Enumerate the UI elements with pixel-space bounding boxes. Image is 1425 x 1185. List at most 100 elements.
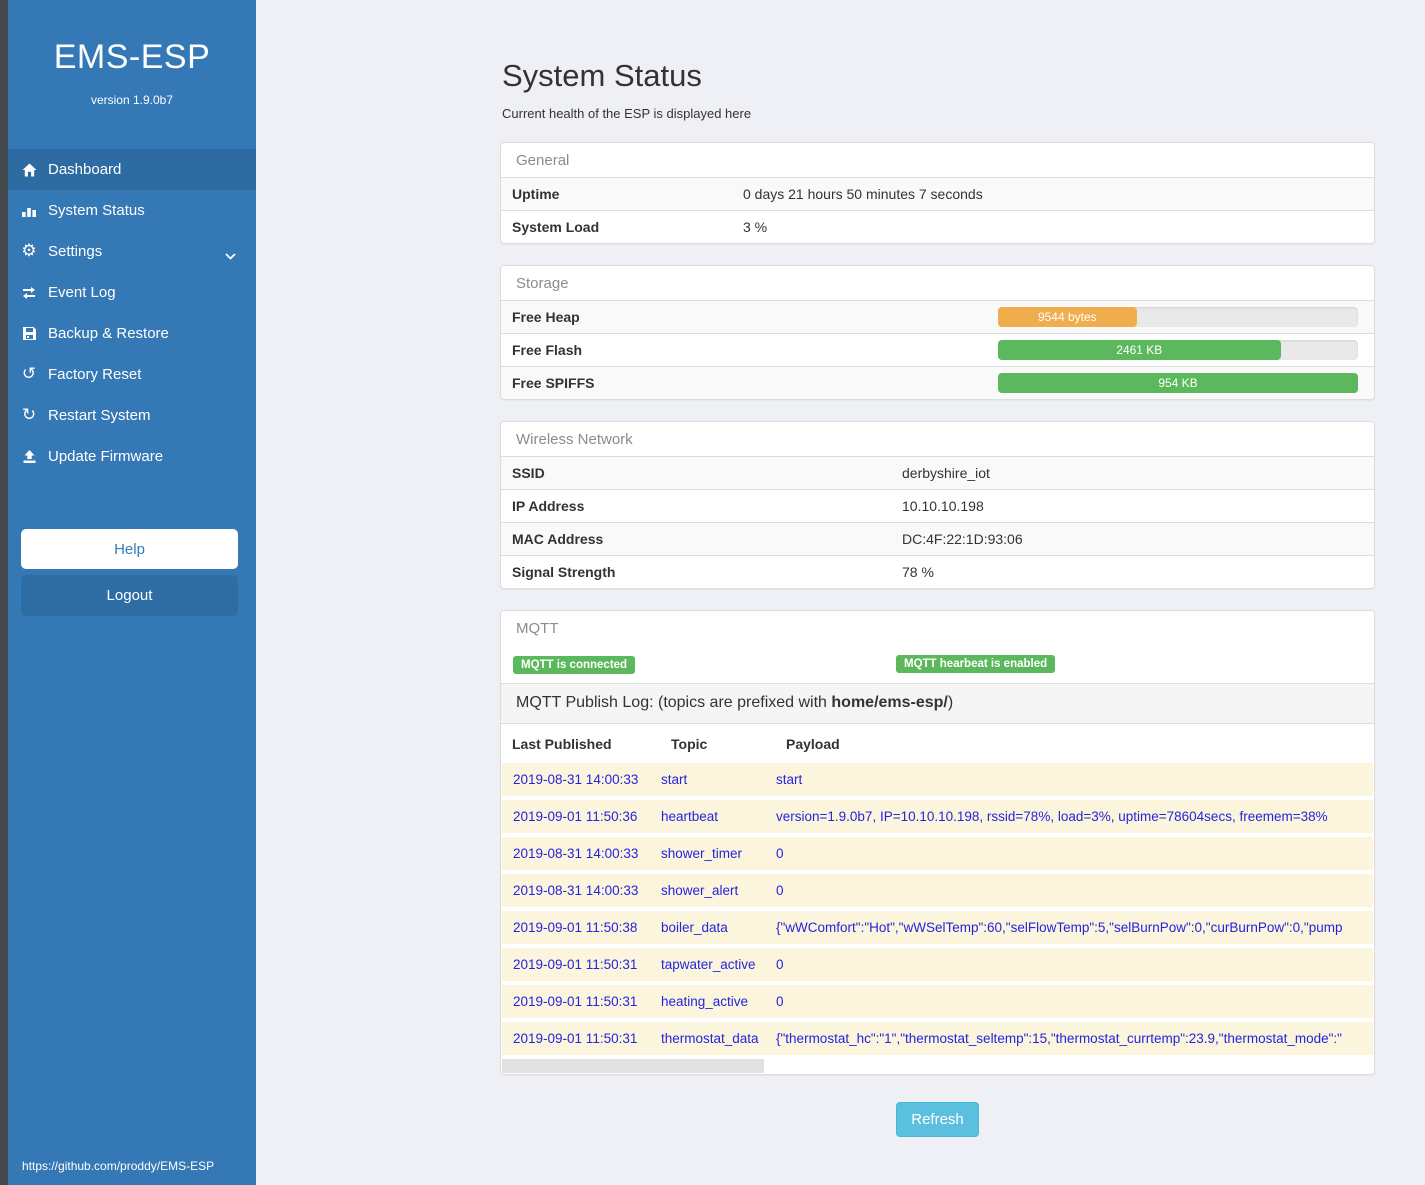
panel-mqtt: MQTT MQTT is connected MQTT hearbeat is … [500, 610, 1375, 1075]
exchange-arrows-icon [18, 286, 40, 300]
progress-bar-fill: 9544 bytes [998, 307, 1137, 327]
horizontal-scrollbar[interactable] [501, 1059, 1374, 1074]
table-row: 2019-09-01 11:50:36 heartbeat version=1.… [502, 800, 1373, 833]
row-label: Free Heap [512, 309, 580, 325]
table-row: 2019-08-31 14:00:33 shower_timer 0 [502, 837, 1373, 870]
topic-cell: shower_alert [661, 883, 739, 898]
undo-rotate-icon: ↺ [21, 364, 37, 384]
mqtt-table-header: Last Published Topic Payload [501, 724, 1374, 763]
progress-bar-fill: 2461 KB [998, 340, 1281, 360]
table-row: 2019-09-01 11:50:38 boiler_data {"wWComf… [502, 911, 1373, 944]
column-header: Topic [671, 736, 708, 752]
free-heap-progress: 9544 bytes [998, 307, 1358, 327]
topic-cell: heating_active [661, 994, 749, 1009]
upload-icon [18, 449, 40, 464]
table-row: Free Heap 9544 bytes [501, 300, 1374, 333]
sidebar-item-backup-restore[interactable]: Backup & Restore [8, 313, 256, 354]
table-row: MAC Address DC:4F:22:1D:93:06 [501, 522, 1374, 555]
page-title: System Status [502, 58, 702, 93]
row-label: IP Address [512, 498, 585, 514]
payload-cell: 0 [776, 883, 784, 898]
sidebar-item-restart-system[interactable]: ↻ Restart System [8, 395, 256, 436]
table-row: 2019-08-31 14:00:33 shower_alert 0 [502, 874, 1373, 907]
help-button[interactable]: Help [21, 529, 238, 569]
scrollbar-thumb[interactable] [502, 1059, 764, 1073]
sidebar-buttons: Help Logout [21, 529, 238, 616]
sidebar-item-event-log[interactable]: Event Log [8, 272, 256, 313]
payload-cell: 0 [776, 957, 784, 972]
panel-wireless-network: Wireless Network SSID derbyshire_iot IP … [500, 421, 1375, 589]
payload-cell: 0 [776, 994, 784, 1009]
row-value: 0 days 21 hours 50 minutes 7 seconds [743, 186, 983, 202]
published-cell: 2019-08-31 14:00:33 [513, 772, 639, 787]
app-version: version 1.9.0b7 [90, 93, 174, 107]
table-row: 2019-08-31 14:00:33 start start [502, 763, 1373, 796]
panel-storage: Storage Free Heap 9544 bytes Free Flash … [500, 265, 1375, 400]
chevron-down-icon [225, 247, 236, 264]
row-value: 10.10.10.198 [902, 498, 984, 514]
topic-cell: heartbeat [661, 809, 719, 824]
brand: EMS-ESP version 1.9.0b7 [8, 0, 256, 107]
logout-button[interactable]: Logout [21, 575, 238, 616]
row-label: Uptime [512, 186, 560, 202]
table-row: Signal Strength 78 % [501, 555, 1374, 588]
row-label: MAC Address [512, 531, 604, 547]
panel-title: Storage [516, 275, 569, 292]
topic-cell: thermostat_data [661, 1031, 759, 1046]
payload-cell: {"thermostat_hc":"1","thermostat_seltemp… [776, 1031, 1342, 1046]
status-bars-icon [18, 203, 40, 219]
refresh-icon: ↻ [21, 405, 37, 425]
published-cell: 2019-09-01 11:50:31 [513, 957, 638, 972]
log-title-suffix: ) [947, 694, 954, 711]
free-spiffs-progress: 954 KB [998, 373, 1358, 393]
panel-general: General Uptime 0 days 21 hours 50 minute… [500, 142, 1375, 244]
mqtt-publish-log-title: MQTT Publish Log: (topics are prefixed w… [501, 683, 1374, 724]
panel-title: General [516, 152, 570, 169]
mqtt-badges-row: MQTT is connected MQTT hearbeat is enabl… [501, 645, 1374, 683]
free-flash-progress: 2461 KB [998, 340, 1358, 360]
row-label: Free Flash [512, 342, 583, 358]
sidebar-item-update-firmware[interactable]: Update Firmware [8, 436, 256, 477]
log-title-topic-prefix: home/ems-esp/ [831, 694, 948, 711]
sidebar-item-label: Dashboard [48, 161, 122, 178]
topic-cell: start [661, 772, 688, 787]
sidebar: EMS-ESP version 1.9.0b7 Dashboard System… [0, 0, 256, 1185]
topic-cell: shower_timer [661, 846, 743, 861]
row-label: Free SPIFFS [512, 375, 595, 391]
refresh-row: Refresh [500, 1102, 1375, 1137]
sidebar-item-settings[interactable]: ⚙ Settings [8, 231, 256, 272]
app-title: EMS-ESP [53, 38, 211, 76]
row-label: Signal Strength [512, 564, 616, 580]
sidebar-item-label: Settings [48, 243, 103, 260]
row-value: derbyshire_iot [902, 465, 990, 481]
sidebar-item-label: Factory Reset [48, 366, 142, 383]
sidebar-item-system-status[interactable]: System Status [8, 190, 256, 231]
table-row: IP Address 10.10.10.198 [501, 489, 1374, 522]
column-header: Last Published [512, 736, 612, 752]
log-title-prefix: MQTT Publish Log: (topics are prefixed w… [516, 694, 832, 711]
sidebar-item-label: Backup & Restore [48, 325, 169, 342]
page-subtitle: Current health of the ESP is displayed h… [502, 106, 752, 121]
gear-icon: ⚙ [21, 241, 37, 261]
table-row: SSID derbyshire_iot [501, 456, 1374, 489]
column-header: Payload [786, 736, 840, 752]
github-link[interactable]: https://github.com/proddy/EMS-ESP [22, 1159, 215, 1173]
row-label: System Load [512, 219, 600, 235]
sidebar-item-dashboard[interactable]: Dashboard [8, 149, 256, 190]
payload-cell: 0 [776, 846, 784, 861]
payload-cell: version=1.9.0b7, IP=10.10.10.198, rssid=… [776, 809, 1328, 824]
table-row: Free Flash 2461 KB [501, 333, 1374, 366]
progress-bar-fill: 954 KB [998, 373, 1358, 393]
topic-cell: boiler_data [661, 920, 728, 935]
sidebar-nav: Dashboard System Status ⚙ Settings [8, 149, 256, 477]
published-cell: 2019-09-01 11:50:31 [513, 994, 638, 1009]
table-row: 2019-09-01 11:50:31 thermostat_data {"th… [502, 1022, 1373, 1055]
refresh-button[interactable]: Refresh [896, 1102, 979, 1137]
sidebar-item-label: Restart System [48, 407, 151, 424]
row-value: DC:4F:22:1D:93:06 [902, 531, 1023, 547]
sidebar-item-factory-reset[interactable]: ↺ Factory Reset [8, 354, 256, 395]
panel-title: Wireless Network [516, 431, 633, 448]
home-icon [18, 162, 40, 178]
table-row: 2019-09-01 11:50:31 heating_active 0 [502, 985, 1373, 1018]
row-value: 3 % [743, 219, 768, 235]
